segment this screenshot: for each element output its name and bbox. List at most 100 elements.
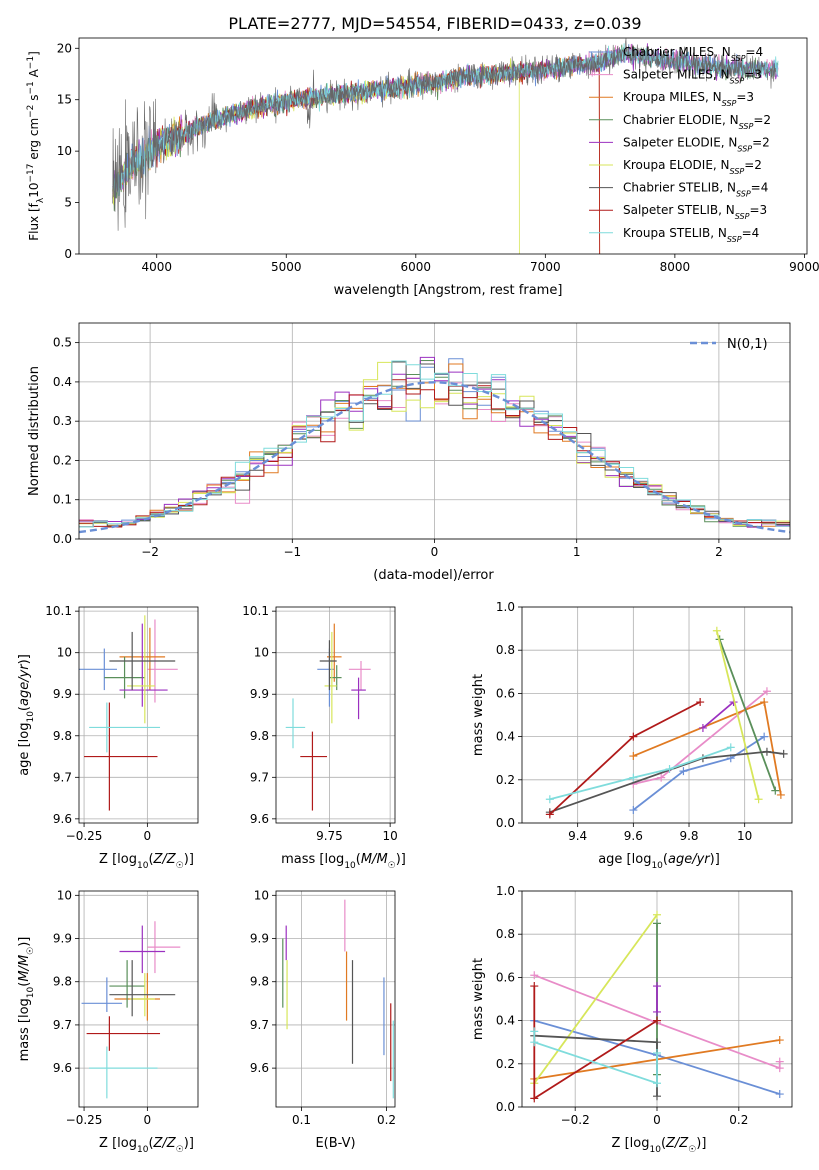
weight-marker bbox=[775, 1090, 784, 1099]
weight-marker bbox=[530, 982, 539, 991]
label-part: ( bbox=[356, 852, 361, 867]
weight-series-line bbox=[549, 750, 784, 814]
y-tick-label: 9.8 bbox=[250, 975, 269, 989]
plot-area bbox=[530, 910, 784, 1103]
legend-label: Salpeter ELODIE, NSSP=2 bbox=[623, 135, 770, 153]
weight-series-line bbox=[702, 701, 735, 729]
label-part: )] bbox=[396, 852, 406, 867]
y-tick-label: 9.6 bbox=[53, 1061, 72, 1075]
label-part: 10 bbox=[137, 861, 149, 871]
legend-label: Salpeter STELIB, NSSP=3 bbox=[623, 203, 767, 221]
label-part: ( bbox=[148, 852, 153, 867]
legend-text: =4 bbox=[742, 226, 760, 240]
axes-frame bbox=[275, 606, 396, 824]
y-tick-label: 9.9 bbox=[250, 932, 269, 946]
weight-series-line bbox=[549, 746, 732, 801]
y-tick-label: 9.9 bbox=[53, 932, 72, 946]
label-part: 10 bbox=[344, 861, 356, 871]
weight-marker bbox=[629, 752, 638, 761]
y-axis-label: mass [log10(M/M☉)] bbox=[17, 937, 36, 1062]
legend-text: SSP bbox=[736, 189, 751, 198]
plot-area bbox=[81, 921, 181, 1099]
x-tick-label: 8000 bbox=[660, 260, 691, 274]
y-tick-label: 0.0 bbox=[496, 816, 515, 830]
weight-marker bbox=[696, 698, 705, 707]
label-part: A bbox=[27, 68, 41, 81]
label-part: ☉ bbox=[388, 861, 396, 871]
label-part: ( bbox=[17, 982, 32, 987]
label-part: 10 bbox=[26, 986, 36, 998]
legend-text: =4 bbox=[751, 181, 769, 195]
x-tick-label: 7000 bbox=[530, 260, 561, 274]
plot-area bbox=[282, 899, 394, 1099]
x-tick-label: −1 bbox=[283, 545, 301, 559]
weight-series-line bbox=[533, 986, 658, 1101]
label-part: )] bbox=[184, 1136, 194, 1151]
x-tick-label: 9.75 bbox=[316, 829, 343, 843]
y-tick-label: 9.8 bbox=[53, 975, 72, 989]
label-part: erg cm bbox=[27, 118, 41, 164]
panel-mass_vs_EBV: 0.1 0.2 9.6 9.7 9.8 9.9 10 E(B-V) bbox=[250, 888, 396, 1151]
weight-marker bbox=[754, 795, 763, 804]
x-tick-label: 10 bbox=[737, 829, 752, 843]
label-part: M/M bbox=[17, 955, 32, 982]
legend-text: Kroupa ELODIE, N bbox=[623, 158, 730, 172]
legend-text: =2 bbox=[744, 158, 762, 172]
y-tick-label: 9.7 bbox=[250, 1018, 269, 1032]
weight-series-line bbox=[549, 701, 701, 816]
label-part: mass [log bbox=[17, 998, 32, 1061]
label-part: )] bbox=[17, 937, 32, 947]
weight-marker bbox=[653, 1016, 661, 1025]
y-tick-label: 9.6 bbox=[250, 1061, 269, 1075]
weight-marker bbox=[545, 810, 554, 819]
y-tick-label: 0.6 bbox=[496, 970, 515, 984]
y-tick-label: 20 bbox=[57, 41, 72, 55]
y-tick-label: 0.6 bbox=[496, 686, 515, 700]
y-tick-label: 1.0 bbox=[496, 884, 515, 898]
y-tick-label: 9.8 bbox=[250, 729, 269, 743]
legend-text: SSP bbox=[735, 212, 750, 221]
x-tick-label: 9.6 bbox=[624, 829, 643, 843]
y-tick-label: 0 bbox=[64, 247, 72, 261]
label-part: −2 bbox=[26, 105, 36, 118]
weight-marker bbox=[776, 790, 785, 799]
legend-text: SSP bbox=[731, 54, 746, 63]
figure-title: PLATE=2777, MJD=54554, FIBERID=0433, z=0… bbox=[228, 14, 641, 33]
label-part: Flux [f bbox=[27, 202, 41, 240]
x-axis-label: age [log10(age/yr)] bbox=[598, 852, 720, 871]
weight-marker bbox=[653, 1079, 661, 1088]
y-tick-label: 0.0 bbox=[496, 1100, 515, 1114]
weight-marker bbox=[545, 795, 554, 804]
y-tick-label: 10.1 bbox=[242, 604, 269, 618]
weight-series-line bbox=[533, 914, 658, 1084]
legend-label: Salpeter MILES, NSSP=3 bbox=[623, 68, 762, 86]
label-part: ( bbox=[663, 852, 668, 867]
y-tick-label: 0.2 bbox=[53, 453, 72, 467]
label-part: −1 bbox=[26, 56, 36, 69]
x-tick-label: 0 bbox=[431, 545, 439, 559]
weight-marker bbox=[665, 765, 674, 773]
weight-marker bbox=[653, 1092, 661, 1101]
weight-marker bbox=[653, 982, 661, 991]
weight-marker bbox=[530, 1094, 539, 1103]
legend-text: Kroupa STELIB, N bbox=[623, 226, 727, 240]
legend-text: Salpeter ELODIE, N bbox=[623, 135, 737, 149]
weight-marker bbox=[530, 971, 539, 980]
y-tick-label: 10 bbox=[57, 646, 72, 660]
weight-marker bbox=[653, 1049, 661, 1057]
label-part: Z [log bbox=[99, 1136, 137, 1151]
label-part: ] bbox=[27, 51, 41, 56]
legend-text: Chabrier ELODIE, N bbox=[623, 113, 739, 127]
y-tick-label: 0.2 bbox=[496, 1057, 515, 1071]
y-axis-label: Flux [fλ10−17 erg cm−2 s−1 A−1] bbox=[26, 51, 46, 241]
y-tick-label: 5 bbox=[64, 196, 72, 210]
label-part: λ bbox=[36, 197, 46, 203]
axes-frame bbox=[275, 890, 396, 1108]
weight-marker bbox=[712, 626, 721, 635]
y-axis-label: Normed distribution bbox=[27, 366, 42, 496]
label-part: ☉ bbox=[176, 1145, 184, 1155]
y-tick-label: 0.4 bbox=[53, 375, 72, 389]
x-axis-label: Z [log10(Z/Z☉)] bbox=[612, 1136, 707, 1155]
legend-label: Kroupa STELIB, NSSP=4 bbox=[623, 226, 759, 244]
